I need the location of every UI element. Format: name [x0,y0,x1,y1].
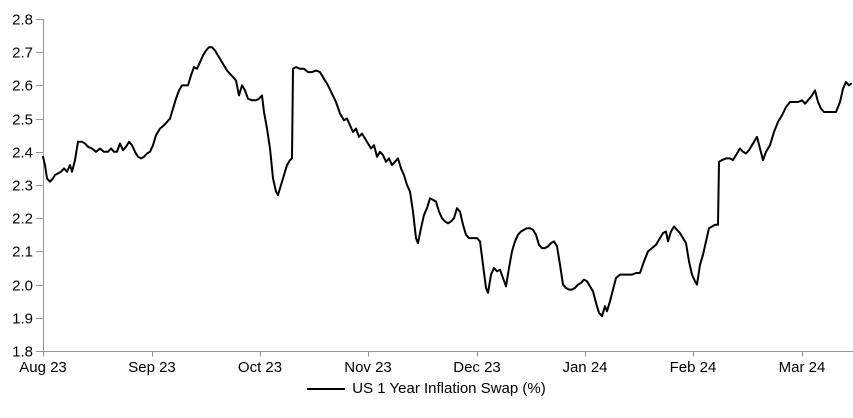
x-tick-label: Mar 24 [779,359,826,376]
y-tick-label: 1.8 [12,344,33,361]
y-axis: 1.8 1.9 2.0 2.1 2.2 2.3 2.4 2.5 2.6 2.7 2.8 [12,12,44,361]
y-tick-label: 2.5 [12,112,33,129]
y-tick-label: 2.2 [12,211,33,228]
x-tick-label: Aug 23 [19,359,67,376]
x-tick-label: Feb 24 [670,359,717,376]
x-tick-label: Oct 23 [238,359,282,376]
y-tick-label: 2.4 [12,145,33,162]
x-axis: Aug 23 Sep 23 Oct 23 Nov 23 Dec 23 Jan 24 Feb … [19,351,853,376]
y-tick-label: 2.3 [12,178,33,195]
x-tick-label: Dec 23 [453,359,501,376]
x-tick-label: Jan 24 [562,359,607,376]
y-tick-label: 1.9 [12,311,33,328]
series-line [42,46,852,318]
legend: US 1 Year Inflation Swap (%) [0,379,853,399]
x-tick-label: Nov 23 [344,359,392,376]
y-tick-label: 2.8 [12,12,33,29]
y-tick-label: 2.0 [12,278,33,295]
x-tick-label: Sep 23 [128,359,176,376]
y-tick-label: 2.1 [12,244,33,261]
legend-line-marker [307,388,346,390]
y-tick-label: 2.7 [12,45,33,62]
legend-label: US 1 Year Inflation Swap (%) [352,380,546,397]
y-tick-label: 2.6 [12,78,33,95]
